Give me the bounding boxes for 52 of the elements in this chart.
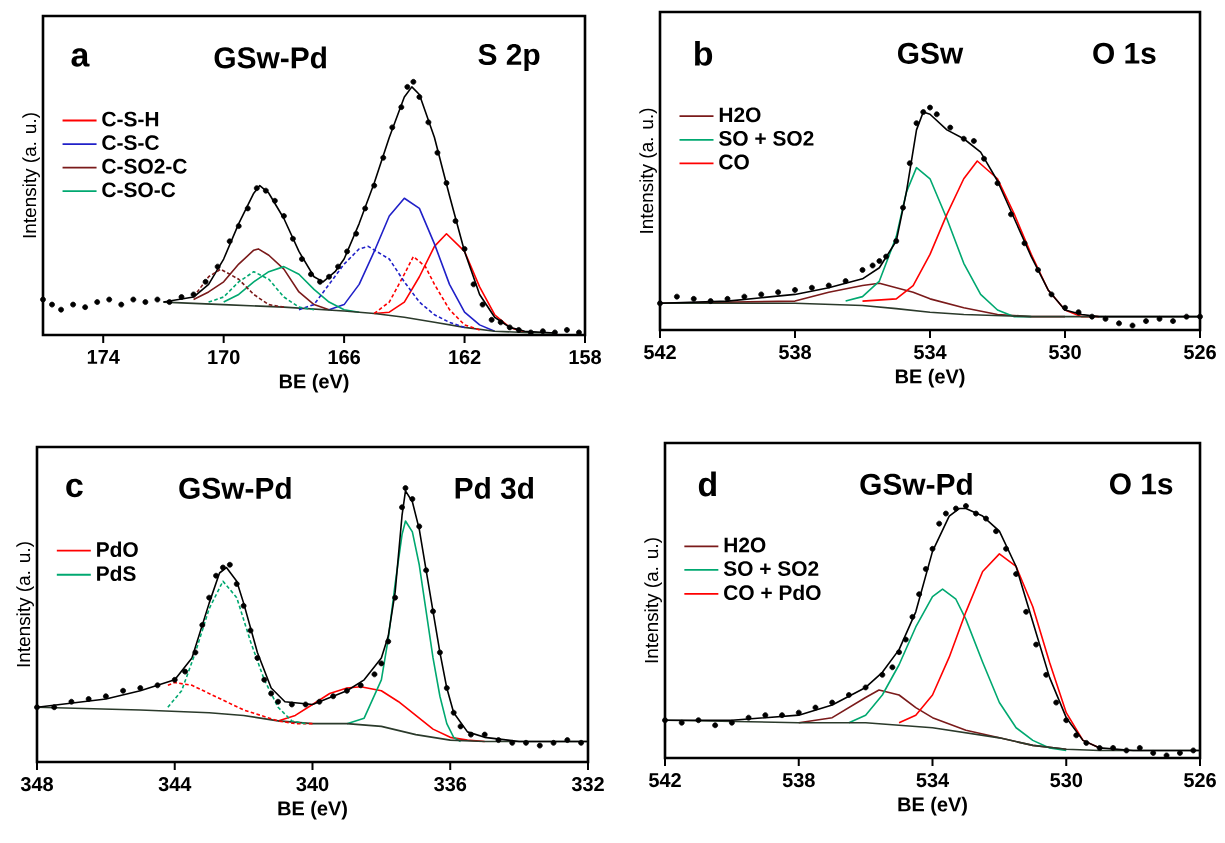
y-axis-title: Intensity (a. u.) (22, 113, 40, 238)
annotation: c (66, 478, 83, 498)
x-tick-label: 158 (569, 350, 601, 365)
legend-label: H2O (724, 537, 766, 553)
x-axis-title: BE (eV) (898, 796, 967, 816)
y-axis-title: Intensity (a. u.) (639, 108, 657, 233)
x-tick-label: 526 (1184, 773, 1216, 788)
y-axis-title: Intensity (a. u.) (16, 542, 34, 667)
x-tick-label: 340 (296, 777, 329, 792)
legend-label: PdO (97, 541, 138, 557)
x-tick-label: 534 (914, 345, 947, 360)
x-tick-label: 534 (916, 773, 950, 788)
text: S 2p (478, 43, 540, 71)
x-tick-label: 530 (1050, 773, 1083, 788)
x-tick-label: 166 (328, 350, 361, 365)
legend-label: H2O (719, 107, 761, 123)
x-tick-label: 174 (87, 350, 120, 364)
legend-label: CO (719, 154, 749, 170)
legend-label: C-SO-C (102, 182, 176, 198)
x-tick-label: 538 (779, 345, 812, 360)
x-tick-label: 162 (449, 350, 481, 365)
text: GSw (898, 42, 964, 64)
x-tick-label: 542 (644, 345, 676, 360)
x-tick-label: 530 (1049, 345, 1081, 360)
legend-label: PdS (97, 565, 136, 582)
annotation: Pd 3d (455, 476, 534, 499)
text: O 1s (1093, 42, 1156, 64)
legend-label: C-SO2-C (102, 158, 187, 174)
x-tick-label: 542 (649, 773, 681, 788)
x-tick-label: 344 (158, 777, 192, 792)
legend-label: C-S-C (102, 135, 159, 151)
x-tick-label: 170 (208, 350, 240, 365)
x-axis-title: BE (eV) (279, 373, 349, 393)
legend-label: CO + PdO (724, 584, 821, 601)
annotation: GSw-Pd (179, 476, 291, 499)
legend-label: C-S-H (102, 111, 159, 127)
x-tick-label: 538 (782, 773, 815, 788)
text: a (71, 48, 90, 67)
x-axis-title: BE (eV) (278, 800, 347, 820)
x-tick-label: 332 (571, 777, 604, 792)
text: GSw-Pd (860, 472, 972, 495)
legend-label: SO + SO2 (718, 131, 814, 146)
x-tick-label: 336 (434, 777, 467, 792)
y-axis-title: Intensity (a. u.) (644, 538, 662, 663)
x-axis-title: BE (eV) (895, 368, 965, 388)
text: b (695, 40, 713, 66)
x-tick-label: 348 (20, 777, 53, 792)
legend-label: SO + SO2 (723, 561, 819, 576)
text: O 1s (1109, 473, 1173, 495)
x-tick-label: 526 (1184, 345, 1216, 360)
text: GSw-Pd (214, 46, 326, 69)
text: d (698, 471, 716, 497)
